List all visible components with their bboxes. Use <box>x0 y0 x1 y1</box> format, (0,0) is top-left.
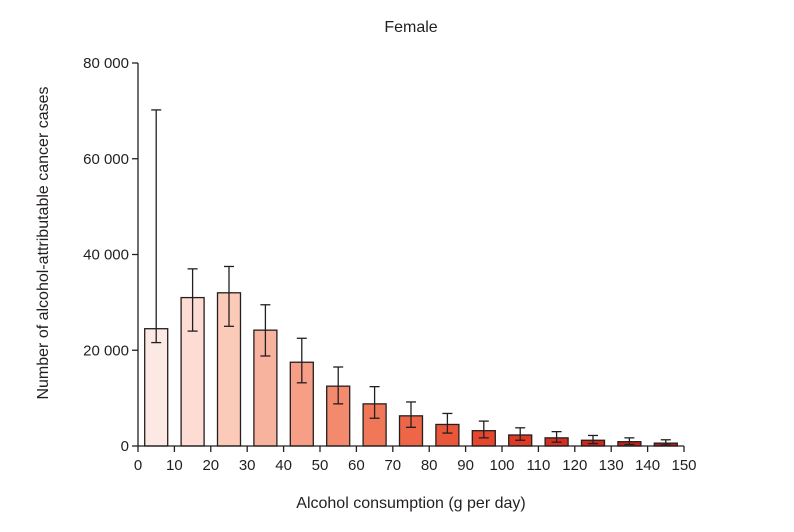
x-tick-label: 10 <box>166 457 183 474</box>
y-tick-label: 40 000 <box>83 247 129 264</box>
x-tick-label: 100 <box>489 457 514 474</box>
axes-group: 0 20 000 40 000 60 000 80 000 0 10 20 30 40 50 60 70… <box>83 55 696 474</box>
x-tick-label: 40 <box>275 457 292 474</box>
x-tick-label: 60 <box>348 457 365 474</box>
y-tick-label: 60 000 <box>83 151 129 168</box>
y-tick-label: 0 <box>121 438 129 455</box>
x-tick-label: 110 <box>526 457 550 474</box>
y-tick-label: 80 000 <box>83 55 129 72</box>
x-tick-label: 150 <box>671 457 696 474</box>
x-tick-label: 70 <box>384 457 401 474</box>
x-tick-label: 30 <box>239 457 256 474</box>
x-axis-label: Alcohol consumption (g per day) <box>296 495 526 512</box>
y-tick-label: 20 000 <box>83 342 129 359</box>
x-tick-label: 90 <box>457 457 474 474</box>
x-tick-label: 130 <box>599 457 624 474</box>
x-tick-label: 140 <box>635 457 660 474</box>
x-tick-label: 20 <box>202 457 219 474</box>
x-tick-label: 80 <box>421 457 438 474</box>
error-bars-group <box>151 109 671 446</box>
y-axis-label: Number of alcohol-attributable cancer ca… <box>35 86 52 400</box>
x-tick-label: 120 <box>562 457 587 474</box>
chart-title: Female <box>384 19 438 36</box>
bar <box>144 328 169 447</box>
x-tick-label: 50 <box>312 457 329 474</box>
bars-group <box>144 292 678 447</box>
x-tick-label: 0 <box>134 457 142 474</box>
